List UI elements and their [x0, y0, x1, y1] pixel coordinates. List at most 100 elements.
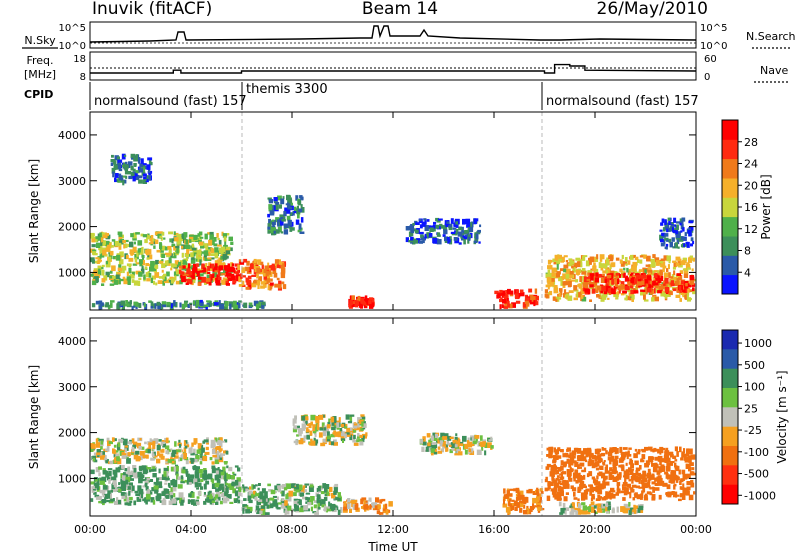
heatmap-cell — [646, 287, 652, 293]
heatmap-cell — [181, 233, 184, 239]
heatmap-cell — [216, 473, 221, 479]
heatmap-cell — [170, 459, 175, 461]
heatmap-cell — [444, 240, 449, 243]
heatmap-cell — [674, 446, 678, 452]
heatmap-cell — [267, 262, 270, 266]
heatmap-cell — [554, 472, 558, 475]
heatmap-cell — [210, 439, 216, 445]
heatmap-cell — [564, 452, 569, 457]
heatmap-cell — [568, 462, 571, 468]
heatmap-cell — [546, 447, 552, 451]
heatmap-cell — [640, 289, 644, 296]
heatmap-cell — [689, 462, 694, 466]
heatmap-cell — [618, 290, 621, 294]
heatmap-cell — [112, 276, 117, 279]
heatmap-cell — [527, 510, 530, 514]
heatmap-cell — [222, 253, 228, 260]
heatmap-cell — [245, 286, 250, 290]
heatmap-cell — [607, 456, 613, 461]
heatmap-cell — [545, 476, 548, 482]
heatmap-cell — [346, 428, 350, 431]
colorbar-tick-label: -500 — [744, 468, 769, 481]
heatmap-cell — [197, 256, 203, 263]
heatmap-cell — [676, 239, 680, 245]
heatmap-cell — [687, 267, 691, 270]
heatmap-cell — [257, 499, 263, 502]
heatmap-cell — [330, 433, 336, 438]
heatmap-cell — [673, 474, 677, 481]
heatmap-cell — [198, 457, 202, 461]
heatmap-cell — [567, 470, 572, 476]
heatmap-cell — [184, 445, 188, 449]
heatmap-cell — [628, 479, 631, 482]
heatmap-cell — [218, 239, 222, 245]
heatmap-cell — [600, 267, 604, 271]
heatmap-cell — [159, 243, 163, 250]
heatmap-cell — [113, 280, 119, 285]
heatmap-cell — [619, 274, 621, 278]
heatmap-cell — [184, 244, 190, 249]
heatmap-cell — [165, 445, 170, 450]
heatmap-cell — [664, 233, 669, 237]
heatmap-cell — [116, 303, 120, 310]
heatmap-cell — [596, 475, 599, 480]
heatmap-cell — [167, 482, 171, 487]
heatmap-cell — [287, 505, 292, 511]
heatmap-cell — [544, 293, 547, 298]
heatmap-cell — [572, 455, 576, 459]
heatmap-cell — [592, 456, 596, 460]
heatmap-cell — [274, 485, 278, 491]
heatmap-cell — [197, 282, 201, 286]
heatmap-cell — [627, 450, 630, 457]
heatmap-cell — [686, 473, 691, 479]
heatmap-cell — [246, 260, 250, 266]
heatmap-cell — [267, 226, 271, 230]
heatmap-cell — [301, 207, 305, 213]
heatmap-cell — [314, 432, 317, 437]
heatmap-cell — [133, 451, 137, 455]
heatmap-cell — [560, 280, 564, 286]
nave-label: Nave — [760, 64, 788, 77]
heatmap-cell — [153, 303, 156, 309]
heatmap-cell — [369, 297, 374, 300]
heatmap-cell — [503, 499, 505, 505]
heatmap-cell — [296, 434, 300, 437]
heatmap-cell — [468, 234, 472, 239]
heatmap-cell — [560, 460, 564, 466]
heatmap-cell — [101, 269, 105, 276]
heatmap-cell — [655, 260, 660, 266]
heatmap-cell — [224, 473, 227, 479]
heatmap-cell — [186, 442, 189, 446]
heatmap-cell — [297, 428, 303, 434]
heatmap-cell — [146, 164, 151, 170]
heatmap-cell — [550, 464, 556, 470]
heatmap-cell — [280, 231, 284, 234]
heatmap-cell — [656, 277, 660, 281]
power-y-label: Slant Range [km] — [27, 159, 41, 263]
heatmap-cell — [135, 232, 140, 235]
heatmap-cell — [121, 465, 124, 469]
heatmap-cell — [199, 270, 204, 273]
heatmap-cell — [349, 414, 355, 417]
heatmap-cell — [553, 285, 558, 290]
heatmap-cell — [630, 470, 634, 474]
heatmap-cell — [286, 483, 291, 489]
heatmap-cell — [271, 227, 276, 231]
heatmap-cell — [658, 477, 663, 483]
heatmap-cell — [628, 461, 633, 465]
heatmap-cell — [428, 233, 433, 237]
heatmap-cell — [135, 170, 140, 174]
heatmap-cell — [142, 257, 144, 261]
heatmap-cell — [594, 277, 600, 283]
heatmap-cell — [682, 268, 688, 271]
heatmap-cell — [158, 481, 163, 487]
heatmap-cell — [180, 479, 184, 482]
heatmap-cell — [260, 281, 265, 285]
heatmap-cell — [688, 220, 693, 224]
heatmap-cell — [184, 441, 188, 444]
heatmap-cell — [310, 486, 314, 492]
heatmap-cell — [140, 268, 145, 274]
heatmap-cell — [622, 290, 627, 294]
heatmap-cell — [157, 280, 163, 284]
heatmap-cell — [214, 501, 219, 505]
